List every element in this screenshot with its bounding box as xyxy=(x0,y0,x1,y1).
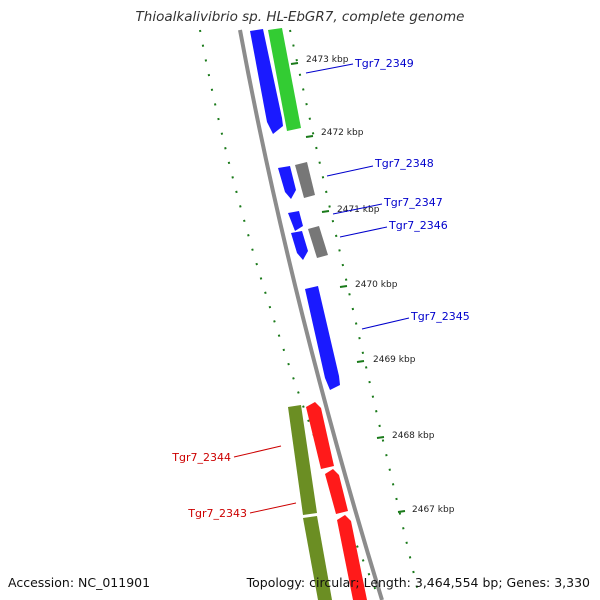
genome-summary: Topology: circular; Length: 3,464,554 bp… xyxy=(246,575,590,590)
callout-line-tgr7-2344 xyxy=(233,445,282,458)
kbp-label-2472: 2472 kbp xyxy=(321,128,364,138)
kbp-tick-2467 xyxy=(397,510,406,513)
kbp-tick-2473 xyxy=(290,62,299,65)
gene-label-tgr7-2344[interactable]: Tgr7_2344 xyxy=(171,451,231,464)
gene-label-tgr7-2345[interactable]: Tgr7_2345 xyxy=(410,310,470,323)
kbp-tick-2471 xyxy=(321,210,330,213)
callout-line-tgr7-2343 xyxy=(249,502,297,514)
cds-arrow-tgr7-2347[interactable] xyxy=(288,211,303,231)
map-title: Thioalkalivibrio sp. HL-EbGR7, complete … xyxy=(135,9,465,25)
gene-label-tgr7-2347[interactable]: Tgr7_2347 xyxy=(383,196,443,209)
callout-line-tgr7-2348 xyxy=(326,165,374,177)
kbp-tick-2469 xyxy=(356,360,365,363)
cds-arrow-tgr7-2348[interactable] xyxy=(278,166,296,199)
accession-label: Accession: NC_011901 xyxy=(8,575,151,590)
callout-line-tgr7-2347 xyxy=(332,203,383,215)
gene-label-tgr7-2348[interactable]: Tgr7_2348 xyxy=(374,157,434,170)
gene-block-tgr7-2349 xyxy=(268,28,301,131)
gene-block-tgr7-2343 xyxy=(303,516,332,600)
tick-ring-inner xyxy=(199,29,381,600)
gene-block-tgr7-2344 xyxy=(288,405,317,515)
cds-arrow-tgr7-2344b[interactable] xyxy=(325,469,348,514)
cds-arrow-tgr7-2349[interactable] xyxy=(250,29,283,134)
kbp-label-2470: 2470 kbp xyxy=(355,280,398,290)
cds-arrow-tgr7-2344[interactable] xyxy=(306,402,334,469)
kbp-label-2469: 2469 kbp xyxy=(373,355,416,365)
cds-arrow-tgr7-2345[interactable] xyxy=(305,286,340,390)
callout-line-tgr7-2346 xyxy=(339,226,388,238)
gene-label-tgr7-2346[interactable]: Tgr7_2346 xyxy=(388,219,448,232)
kbp-label-2471: 2471 kbp xyxy=(337,205,380,215)
kbp-tick-2468 xyxy=(376,436,385,439)
gene-label-tgr7-2349[interactable]: Tgr7_2349 xyxy=(354,57,414,70)
cds-arrow-tgr7-2343[interactable] xyxy=(337,515,367,600)
gene-block-tgr7-2348 xyxy=(295,162,315,198)
kbp-tick-2472 xyxy=(305,135,314,138)
kbp-label-2473: 2473 kbp xyxy=(306,55,349,65)
callout-line-tgr7-2345 xyxy=(361,317,410,330)
kbp-label-2468: 2468 kbp xyxy=(392,431,435,441)
genome-backbone xyxy=(238,29,384,600)
kbp-tick-2470 xyxy=(339,285,348,288)
gene-callouts: Tgr7_2349 Tgr7_2348 Tgr7_2347 Tgr7_2346 … xyxy=(171,57,469,520)
gene-label-tgr7-2343[interactable]: Tgr7_2343 xyxy=(187,507,247,520)
gene-block-tgr7-2346 xyxy=(308,226,328,258)
kbp-label-2467: 2467 kbp xyxy=(412,505,455,515)
callout-line-tgr7-2349 xyxy=(305,63,354,74)
kbp-ticks: 2473 kbp 2472 kbp 2471 kbp 2470 kbp 2469… xyxy=(290,55,455,515)
cds-arrow-tgr7-2346[interactable] xyxy=(291,231,308,260)
